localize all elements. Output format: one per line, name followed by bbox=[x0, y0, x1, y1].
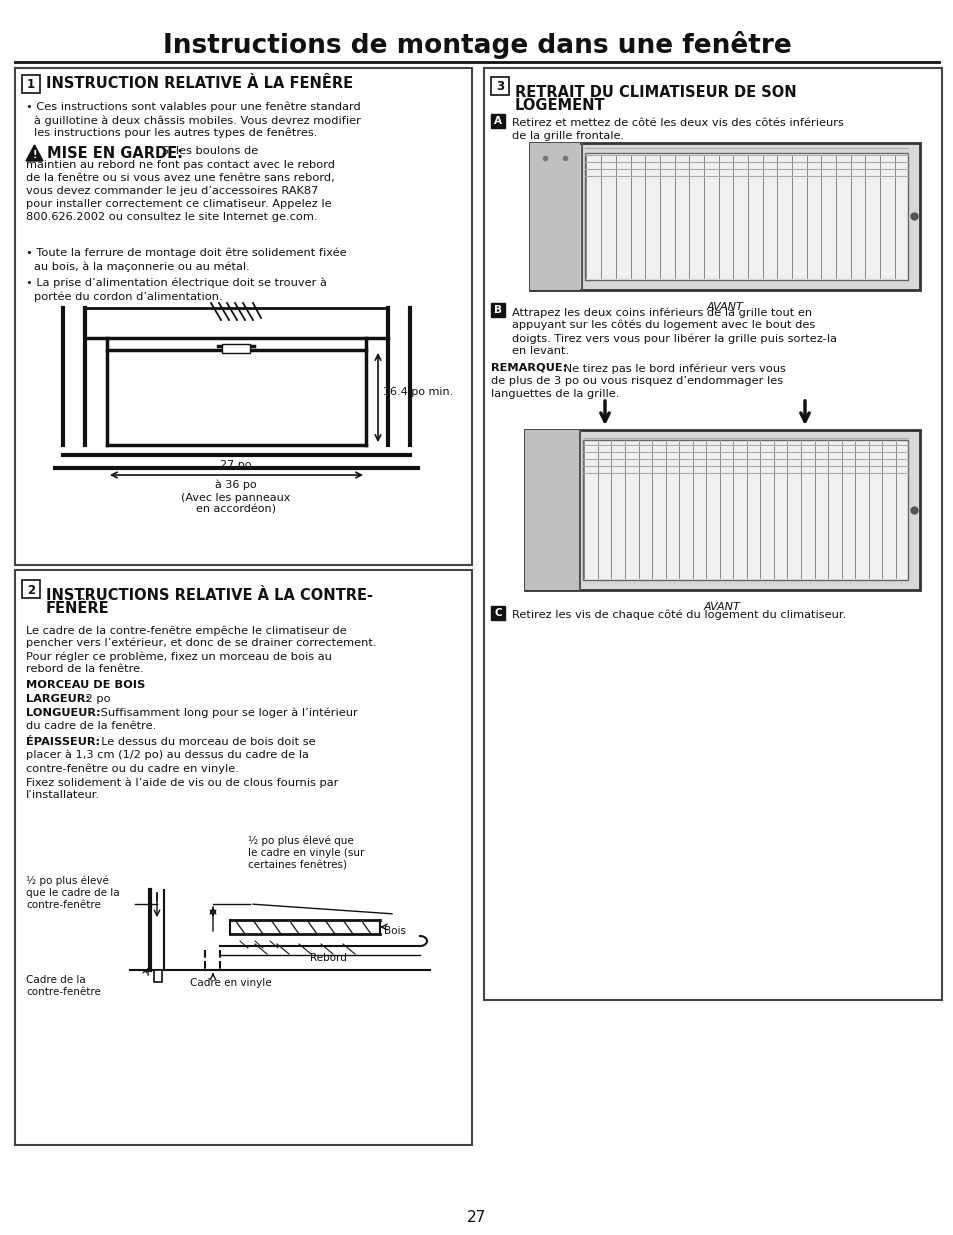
Text: C: C bbox=[494, 608, 501, 618]
Bar bbox=[222, 345, 250, 353]
Bar bbox=[15, 68, 472, 564]
Text: Retirez les vis de chaque côté du logement du climatiseur.: Retirez les vis de chaque côté du logeme… bbox=[512, 610, 845, 620]
Text: 3: 3 bbox=[496, 80, 503, 94]
Text: Ne tirez pas le bord inférieur vers vous: Ne tirez pas le bord inférieur vers vous bbox=[559, 363, 785, 373]
Text: en accordéon): en accordéon) bbox=[195, 505, 275, 515]
Text: Suffisamment long pour se loger à l’intérieur: Suffisamment long pour se loger à l’inté… bbox=[97, 708, 357, 719]
Bar bbox=[582, 440, 907, 580]
Text: Si les boulons de: Si les boulons de bbox=[158, 146, 258, 156]
Bar bbox=[491, 114, 504, 128]
Bar bbox=[153, 969, 162, 982]
Text: 27: 27 bbox=[467, 1210, 486, 1225]
Text: languettes de la grille.: languettes de la grille. bbox=[491, 389, 618, 399]
Text: 16.4 po min.: 16.4 po min. bbox=[382, 387, 453, 396]
Text: appuyant sur les côtés du logement avec le bout des: appuyant sur les côtés du logement avec … bbox=[512, 320, 815, 331]
Bar bbox=[15, 571, 472, 1145]
Bar bbox=[584, 153, 907, 280]
Text: A: A bbox=[494, 116, 501, 126]
Text: 27 po: 27 po bbox=[220, 459, 252, 471]
Bar bbox=[524, 430, 919, 590]
Polygon shape bbox=[26, 144, 43, 161]
Text: doigts. Tirez vers vous pour libérer la grille puis sortez-la: doigts. Tirez vers vous pour libérer la … bbox=[512, 333, 836, 343]
Text: Retirez et mettez de côté les deux vis des côtés inférieurs: Retirez et mettez de côté les deux vis d… bbox=[512, 119, 843, 128]
Bar bbox=[530, 143, 579, 290]
Text: Le cadre de la contre-fenêtre empêche le climatiseur de: Le cadre de la contre-fenêtre empêche le… bbox=[26, 625, 346, 636]
Text: (Avec les panneaux: (Avec les panneaux bbox=[181, 493, 291, 503]
Bar bbox=[22, 580, 40, 598]
Text: maintien au rebord ne font pas contact avec le rebord: maintien au rebord ne font pas contact a… bbox=[26, 161, 335, 170]
Text: B: B bbox=[494, 305, 501, 315]
Text: LOGEMENT: LOGEMENT bbox=[515, 98, 605, 112]
Text: 2 po: 2 po bbox=[82, 694, 111, 704]
Text: du cadre de la fenêtre.: du cadre de la fenêtre. bbox=[26, 721, 156, 731]
Text: MISE EN GARDE:: MISE EN GARDE: bbox=[47, 146, 183, 161]
Text: les instructions pour les autres types de fenêtres.: les instructions pour les autres types d… bbox=[34, 128, 317, 138]
Bar bbox=[491, 77, 509, 95]
Text: portée du cordon d’alimentation.: portée du cordon d’alimentation. bbox=[34, 291, 222, 301]
Text: Bois: Bois bbox=[384, 926, 406, 936]
Text: !: ! bbox=[32, 149, 37, 161]
Text: de la fenêtre ou si vous avez une fenêtre sans rebord,: de la fenêtre ou si vous avez une fenêtr… bbox=[26, 173, 335, 183]
Text: Fixez solidement à l’aide de vis ou de clous fournis par: Fixez solidement à l’aide de vis ou de c… bbox=[26, 777, 338, 788]
Text: • Toute la ferrure de montage doit être solidement fixée: • Toute la ferrure de montage doit être … bbox=[26, 248, 346, 258]
Text: 800.626.2002 ou consultez le site Internet ge.com.: 800.626.2002 ou consultez le site Intern… bbox=[26, 212, 317, 222]
Text: REMARQUE:: REMARQUE: bbox=[491, 363, 567, 373]
Text: Rebord: Rebord bbox=[310, 953, 347, 963]
Text: INSTRUCTIONS RELATIVE À LA CONTRE-: INSTRUCTIONS RELATIVE À LA CONTRE- bbox=[46, 588, 373, 603]
Text: FENÊRE: FENÊRE bbox=[46, 601, 110, 616]
Text: à guillotine à deux châssis mobiles. Vous devrez modifier: à guillotine à deux châssis mobiles. Vou… bbox=[34, 115, 360, 126]
Text: ½ po plus élevé: ½ po plus élevé bbox=[26, 876, 109, 887]
Text: pour installer correctement ce climatiseur. Appelez le: pour installer correctement ce climatise… bbox=[26, 199, 332, 209]
Bar bbox=[22, 75, 40, 93]
Bar bbox=[524, 430, 579, 590]
Text: Le dessus du morceau de bois doit se: Le dessus du morceau de bois doit se bbox=[94, 737, 315, 747]
Text: l’installateur.: l’installateur. bbox=[26, 790, 100, 800]
Text: le cadre en vinyle (sur: le cadre en vinyle (sur bbox=[248, 848, 364, 858]
Text: au bois, à la maçonnerie ou au métal.: au bois, à la maçonnerie ou au métal. bbox=[34, 261, 250, 272]
Text: • La prise d’alimentation électrique doit se trouver à: • La prise d’alimentation électrique doi… bbox=[26, 278, 327, 289]
Text: ÉPAISSEUR:: ÉPAISSEUR: bbox=[26, 737, 100, 747]
Text: placer à 1,3 cm (1/2 po) au dessus du cadre de la: placer à 1,3 cm (1/2 po) au dessus du ca… bbox=[26, 750, 309, 761]
Text: 1: 1 bbox=[27, 79, 35, 91]
Text: Pour régler ce problème, fixez un morceau de bois au: Pour régler ce problème, fixez un morcea… bbox=[26, 651, 332, 662]
Text: 2: 2 bbox=[27, 583, 35, 597]
Text: en levant.: en levant. bbox=[512, 346, 569, 356]
Text: pencher vers l’extérieur, et donc de se drainer correctement.: pencher vers l’extérieur, et donc de se … bbox=[26, 638, 376, 648]
Text: certaines fenêtres): certaines fenêtres) bbox=[248, 860, 347, 869]
Text: LARGEUR:: LARGEUR: bbox=[26, 694, 90, 704]
Text: de plus de 3 po ou vous risquez d’endommager les: de plus de 3 po ou vous risquez d’endomm… bbox=[491, 375, 782, 387]
Text: MORCEAU DE BOIS: MORCEAU DE BOIS bbox=[26, 680, 145, 690]
Bar bbox=[530, 143, 919, 290]
Text: Cadre en vinyle: Cadre en vinyle bbox=[190, 978, 272, 988]
Text: Instructions de montage dans une fenêtre: Instructions de montage dans une fenêtre bbox=[162, 31, 791, 59]
Text: vous devez commander le jeu d’accessoires RAK87: vous devez commander le jeu d’accessoire… bbox=[26, 186, 318, 196]
Text: contre-fenêtre: contre-fenêtre bbox=[26, 900, 101, 910]
Text: contre-fenêtre ou du cadre en vinyle.: contre-fenêtre ou du cadre en vinyle. bbox=[26, 763, 238, 773]
Text: de la grille frontale.: de la grille frontale. bbox=[512, 131, 623, 141]
Text: ½ po plus élevé que: ½ po plus élevé que bbox=[248, 836, 354, 846]
Bar bbox=[483, 68, 941, 1000]
Text: • Ces instructions sont valables pour une fenêtre standard: • Ces instructions sont valables pour un… bbox=[26, 103, 360, 112]
Text: LONGUEUR:: LONGUEUR: bbox=[26, 708, 100, 718]
Text: Cadre de la: Cadre de la bbox=[26, 974, 86, 986]
Text: que le cadre de la: que le cadre de la bbox=[26, 888, 119, 898]
Text: à 36 po: à 36 po bbox=[215, 480, 256, 490]
Bar bbox=[491, 303, 504, 317]
Text: rebord de la fenêtre.: rebord de la fenêtre. bbox=[26, 664, 144, 674]
Text: contre-fenêtre: contre-fenêtre bbox=[26, 987, 101, 997]
Text: RETRAIT DU CLIMATISEUR DE SON: RETRAIT DU CLIMATISEUR DE SON bbox=[515, 85, 796, 100]
Text: AVANT: AVANT bbox=[703, 601, 740, 613]
Bar bbox=[491, 606, 504, 620]
Text: AVANT: AVANT bbox=[706, 303, 742, 312]
Text: INSTRUCTION RELATIVE À LA FENÊRE: INSTRUCTION RELATIVE À LA FENÊRE bbox=[46, 77, 353, 91]
Text: Attrapez les deux coins inférieurs de la grille tout en: Attrapez les deux coins inférieurs de la… bbox=[512, 308, 811, 317]
